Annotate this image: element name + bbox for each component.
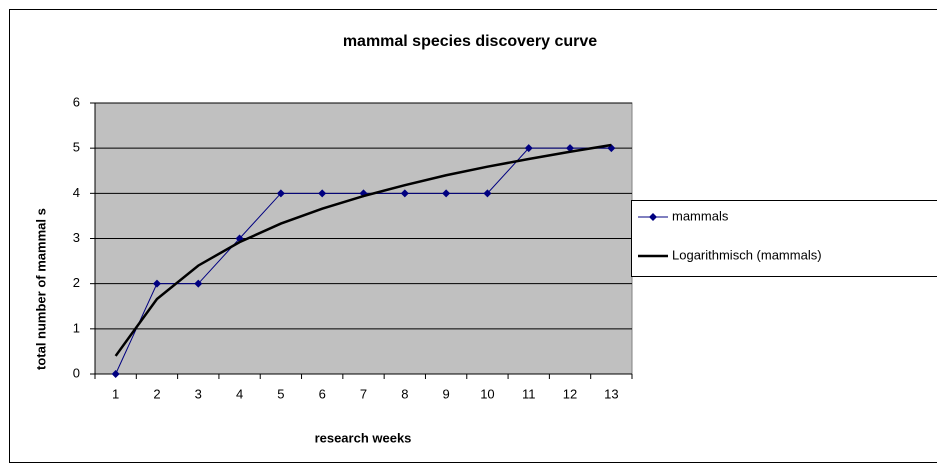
x-tick-label: 7 bbox=[360, 386, 367, 401]
y-tick-label: 2 bbox=[73, 275, 80, 290]
x-tick-label: 1 bbox=[112, 386, 119, 401]
y-tick-label: 6 bbox=[73, 94, 80, 109]
y-tick-label: 5 bbox=[73, 140, 80, 155]
chart-title: mammal species discovery curve bbox=[343, 33, 597, 50]
x-tick-label: 2 bbox=[153, 386, 160, 401]
x-tick-label: 11 bbox=[522, 386, 536, 401]
legend-label: Logarithmisch (mammals) bbox=[672, 247, 822, 262]
data-point bbox=[400, 189, 409, 198]
y-axis-title: total number of mammal s bbox=[33, 208, 48, 370]
data-point bbox=[152, 279, 161, 288]
y-tick-label: 1 bbox=[73, 320, 80, 335]
legend bbox=[631, 200, 937, 277]
data-point bbox=[524, 144, 533, 153]
data-point bbox=[194, 279, 203, 288]
data-point bbox=[111, 370, 120, 378]
x-tick-label: 5 bbox=[277, 386, 284, 401]
series-line bbox=[114, 143, 612, 357]
x-axis-title: research weeks bbox=[315, 430, 412, 445]
x-tick-label: 4 bbox=[236, 386, 243, 401]
x-tick-label: 6 bbox=[319, 386, 326, 401]
x-tick-label: 10 bbox=[480, 386, 494, 401]
x-tick-label: 9 bbox=[442, 386, 449, 401]
x-tick-label: 13 bbox=[604, 386, 618, 401]
legend-marker bbox=[649, 213, 657, 221]
x-tick-label: 3 bbox=[195, 386, 202, 401]
y-tick-label: 4 bbox=[73, 185, 80, 200]
legend-label: mammals bbox=[672, 208, 729, 223]
data-point bbox=[442, 189, 451, 198]
x-tick-label: 8 bbox=[401, 386, 408, 401]
data-point bbox=[318, 189, 327, 198]
data-point bbox=[566, 144, 575, 153]
y-tick-label: 3 bbox=[73, 230, 80, 245]
data-point bbox=[483, 189, 492, 198]
y-tick-label: 0 bbox=[73, 365, 80, 380]
x-tick-label: 12 bbox=[563, 386, 577, 401]
data-point bbox=[276, 189, 285, 198]
